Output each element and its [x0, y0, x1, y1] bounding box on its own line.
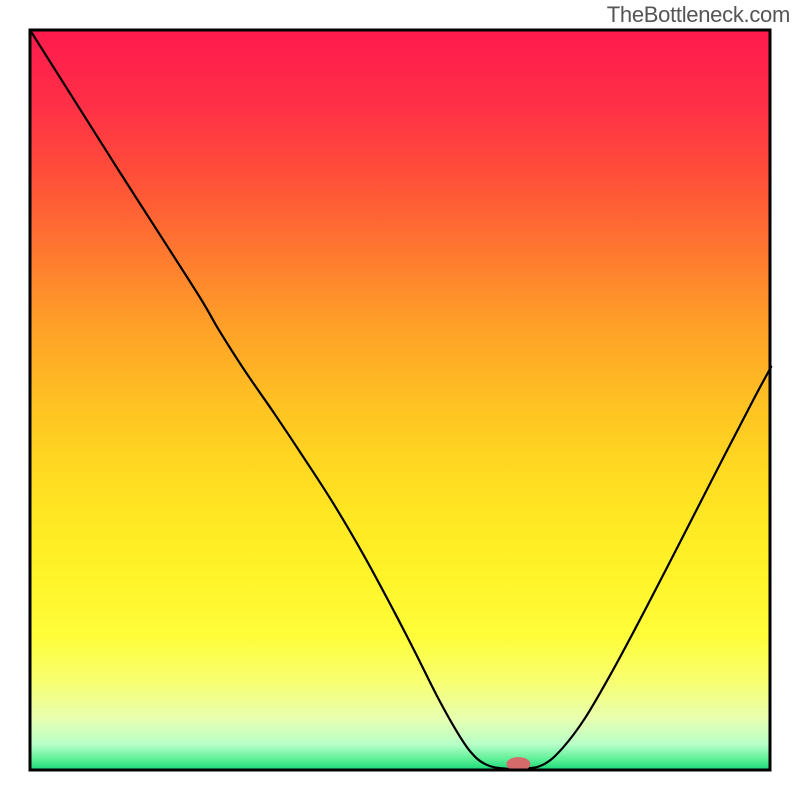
- watermark-text: TheBottleneck.com: [607, 2, 790, 28]
- chart-container: TheBottleneck.com: [0, 0, 800, 800]
- chart-background: [30, 30, 770, 770]
- bottleneck-chart: [0, 0, 800, 800]
